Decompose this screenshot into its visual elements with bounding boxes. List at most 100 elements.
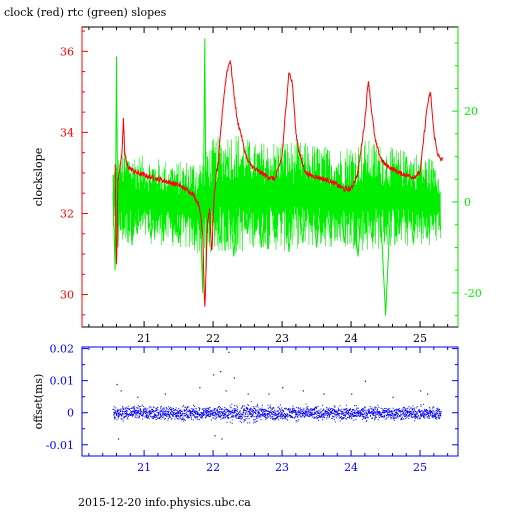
- offset-point: [275, 412, 277, 414]
- offset-point: [269, 407, 271, 409]
- offset-point: [401, 408, 403, 410]
- offset-point: [257, 406, 259, 408]
- offset-point: [383, 414, 385, 416]
- offset-point: [274, 413, 276, 415]
- offset-point: [156, 415, 158, 417]
- offset-point: [303, 407, 305, 409]
- offset-point: [114, 413, 116, 415]
- offset-point: [265, 417, 267, 419]
- offset-point: [377, 412, 379, 414]
- offset-point: [423, 416, 425, 418]
- offset-point: [241, 417, 243, 419]
- offset-point: [197, 412, 199, 414]
- offset-point: [171, 411, 173, 412]
- offset-point: [135, 411, 137, 413]
- offset-point: [336, 412, 338, 414]
- offset-point: [267, 411, 269, 412]
- offset-point: [323, 415, 325, 417]
- offset-point: [158, 416, 160, 418]
- offset-point: [330, 413, 332, 414]
- offset-point: [155, 408, 157, 410]
- offset-point: [426, 416, 428, 418]
- offset-point: [181, 418, 183, 420]
- offset-point: [218, 412, 220, 414]
- offset-point: [129, 412, 131, 414]
- offset-point: [229, 421, 231, 423]
- offset-point: [243, 419, 245, 421]
- offset-point: [212, 409, 214, 411]
- offset-point: [345, 408, 347, 410]
- offset-point: [129, 414, 131, 416]
- offset-point: [155, 415, 157, 417]
- offset-point: [387, 415, 389, 416]
- offset-point: [351, 413, 353, 415]
- offset-point: [200, 414, 202, 416]
- offset-point: [191, 411, 193, 413]
- offset-point: [155, 410, 157, 412]
- offset-point: [311, 412, 313, 414]
- offset-point: [292, 405, 294, 407]
- offset-point: [133, 405, 135, 407]
- offset-point: [179, 413, 181, 415]
- offset-point: [231, 413, 233, 415]
- offset-point: [292, 409, 294, 411]
- offset-point: [224, 414, 225, 415]
- offset-point: [429, 411, 431, 412]
- offset-point: [342, 418, 344, 420]
- offset-point: [151, 408, 153, 410]
- offset-point: [168, 409, 170, 411]
- offset-point: [410, 407, 412, 409]
- offset-point: [225, 412, 226, 414]
- offset-point: [255, 408, 256, 410]
- offset-point: [116, 414, 118, 416]
- offset-point: [219, 416, 221, 418]
- offset-point: [287, 414, 289, 415]
- offset-point: [415, 414, 417, 416]
- offset-point: [235, 408, 237, 410]
- offset-point: [354, 405, 355, 407]
- offset-point: [272, 416, 274, 418]
- offset-point: [169, 413, 171, 415]
- offset-point: [193, 404, 194, 406]
- offset-point: [412, 405, 414, 407]
- offset-point: [207, 415, 209, 416]
- offset-point: [432, 415, 433, 417]
- offset-point: [294, 415, 296, 417]
- offset-point: [355, 414, 357, 416]
- offset-point: [233, 412, 235, 414]
- offset-point: [115, 413, 117, 415]
- offset-point: [325, 411, 327, 413]
- offset-point: [427, 417, 429, 419]
- offset-point: [377, 404, 379, 406]
- offset-point: [396, 411, 398, 413]
- offset-point: [401, 413, 403, 415]
- offset-point: [268, 413, 270, 415]
- offset-point: [404, 415, 405, 417]
- offset-point: [157, 409, 159, 411]
- offset-point: [243, 415, 245, 417]
- offset-point: [175, 416, 177, 418]
- offset-point: [318, 410, 320, 412]
- offset-point: [409, 414, 411, 416]
- offset-point: [251, 415, 252, 417]
- offset-point: [394, 409, 396, 411]
- offset-point: [217, 412, 219, 413]
- offset-point: [317, 412, 319, 414]
- offset-point: [144, 408, 146, 410]
- offset-point: [432, 406, 434, 408]
- offset-point: [187, 410, 189, 412]
- offset-point: [425, 409, 427, 411]
- offset-point: [386, 414, 388, 416]
- offset-point: [361, 409, 362, 411]
- offset-point: [215, 413, 217, 415]
- offset-point: [362, 413, 364, 415]
- offset-point: [352, 409, 353, 410]
- offset-point: [423, 403, 425, 405]
- offset-point: [428, 407, 430, 408]
- offset-point: [177, 414, 179, 416]
- offset-point: [323, 409, 325, 411]
- offset-point: [272, 411, 274, 412]
- offset-point: [326, 408, 328, 410]
- offset-point: [389, 415, 391, 417]
- offset-point: [258, 411, 259, 413]
